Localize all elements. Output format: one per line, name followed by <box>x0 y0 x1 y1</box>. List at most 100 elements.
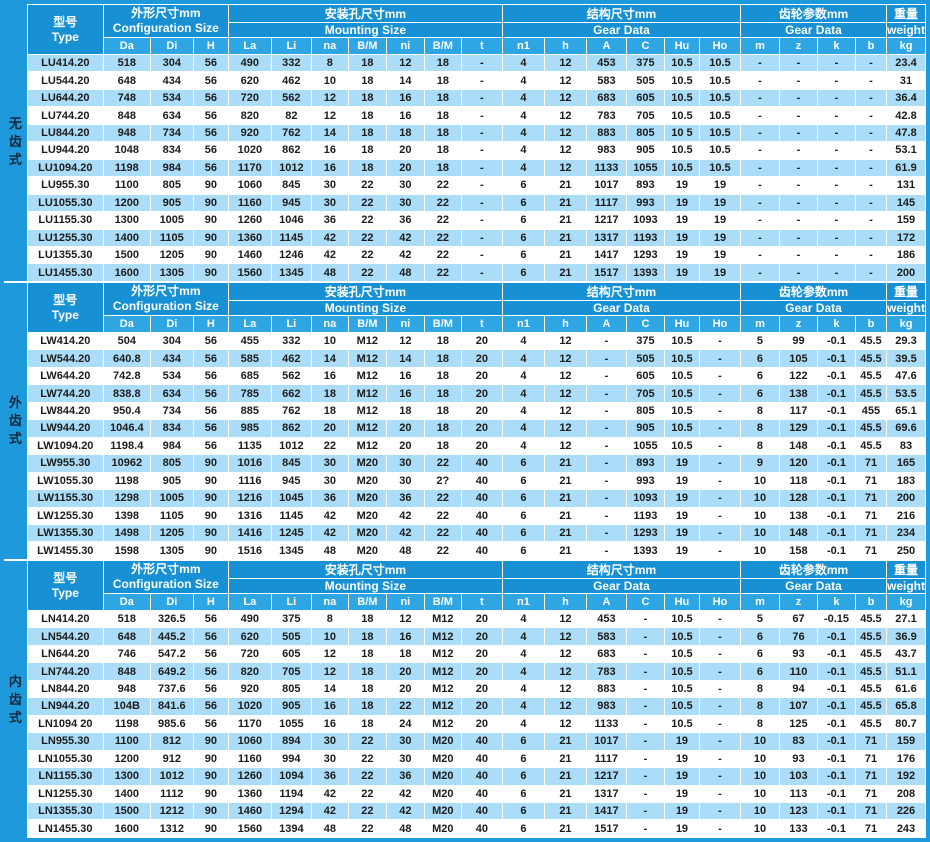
data-cell: 434 <box>149 71 194 90</box>
data-cell: 10.5 <box>663 714 700 734</box>
data-cell: 4 <box>501 714 545 734</box>
data-cell: - <box>585 419 627 438</box>
type-label-en: Type <box>51 585 79 600</box>
data-cell: 21 <box>543 471 587 491</box>
model-cell: LN1455.30 <box>26 819 104 838</box>
data-cell: - <box>460 158 503 178</box>
data-cell: - <box>625 732 665 751</box>
data-cell: 47.6 <box>886 366 926 386</box>
data-cell: -0.1 <box>816 784 856 803</box>
data-cell: 848 <box>102 106 151 125</box>
column-header-cell: B/M <box>347 315 387 333</box>
data-cell: - <box>739 245 780 265</box>
data-cell: 48 <box>310 263 349 282</box>
data-cell: 19 <box>663 801 700 821</box>
data-cell: 123 <box>778 801 818 821</box>
data-cell: 20 <box>460 419 503 438</box>
model-cell: LU944.20 <box>26 141 104 160</box>
section-label-char: 外 <box>8 395 22 410</box>
data-cell: 145 <box>886 193 926 213</box>
data-cell: 634 <box>149 106 194 125</box>
data-cell: M20 <box>423 767 462 786</box>
data-cell: - <box>585 454 627 473</box>
data-cell: 48 <box>310 819 349 838</box>
data-cell: 445.2 <box>149 627 194 646</box>
data-cell: 6 <box>501 245 545 265</box>
data-cell: 948 <box>102 123 151 143</box>
data-cell: -0.1 <box>816 732 856 751</box>
model-cell: LN1155.30 <box>26 767 104 786</box>
spec-table-0: 型号 Type 外形尺寸mm Configuration Size 安装孔尺寸mm 结构尺… <box>26 4 926 282</box>
table-row: LW1355.30 1498 1205 90 1416 1245 42 M20 42 22 40 6 2… <box>26 523 926 543</box>
data-cell: 304 <box>149 331 194 351</box>
data-cell: 158 <box>778 541 818 560</box>
data-cell: 1105 <box>149 506 194 525</box>
data-cell: 90 <box>192 784 229 803</box>
data-cell: 21 <box>543 506 587 525</box>
data-cell: 48 <box>385 819 425 838</box>
table-row: LW1255.30 1398 1105 90 1316 1145 42 M20 42 22 40 6 2… <box>26 506 926 525</box>
model-cell: LU1355.30 <box>26 245 104 265</box>
data-cell: 20 <box>460 401 503 421</box>
data-cell: 18 <box>347 679 387 699</box>
data-cell: 1400 <box>102 228 151 247</box>
group-header-cell-en: Mounting Size <box>227 22 503 38</box>
header-row-groups-en: Mounting Size Gear Data Gear Data weight <box>27 300 926 316</box>
data-cell: 585 <box>227 349 272 368</box>
data-cell: 720 <box>227 88 272 108</box>
data-cell: 19 <box>663 471 700 491</box>
data-cell: 332 <box>270 331 312 351</box>
column-header-cell: B/M <box>423 593 462 611</box>
data-cell: 56 <box>192 123 229 143</box>
data-cell: 45.5 <box>854 627 888 646</box>
data-cell: 76 <box>778 627 818 646</box>
data-cell: 4 <box>501 627 545 646</box>
data-cell: 90 <box>192 193 229 213</box>
data-cell: 22 <box>423 193 462 213</box>
data-cell: 1198 <box>102 471 151 491</box>
data-cell: 905 <box>625 419 665 438</box>
data-cell: -0.1 <box>816 471 856 491</box>
data-cell: 20 <box>385 679 425 699</box>
group-header-cell: 安装孔尺寸mm <box>227 282 503 301</box>
data-cell: 883 <box>585 123 627 143</box>
data-cell: 945 <box>270 193 312 213</box>
data-cell: 93 <box>778 749 818 769</box>
data-cell: - <box>778 211 818 230</box>
data-cell: 138 <box>778 506 818 525</box>
table-row: LN1155.30 1300 1012 90 1260 1094 36 22 36 M20 40 6 2… <box>26 767 926 786</box>
data-cell: 19 <box>663 506 700 525</box>
data-cell: 71 <box>854 471 888 491</box>
data-cell: 22 <box>423 454 462 473</box>
data-cell: - <box>739 193 780 213</box>
data-cell: 10 <box>739 523 780 543</box>
column-header-cell: H <box>192 593 229 611</box>
data-cell: 104B <box>102 697 151 716</box>
data-cell: - <box>854 228 888 247</box>
data-cell: 90 <box>192 541 229 560</box>
data-cell: 1020 <box>227 141 272 160</box>
column-header-cell: C <box>625 37 665 55</box>
data-cell: 1260 <box>227 211 272 230</box>
data-cell: 1020 <box>227 697 272 716</box>
data-cell: 47.8 <box>886 123 926 143</box>
data-cell: 1194 <box>270 784 312 803</box>
type-label-cn: 型号 <box>53 14 78 29</box>
data-cell: - <box>698 489 741 508</box>
data-cell: 22 <box>423 228 462 247</box>
group-header-cell: 安装孔尺寸mm <box>227 560 503 579</box>
data-cell: 40 <box>460 541 503 560</box>
type-header-cell: 型号 Type <box>26 4 104 55</box>
data-cell: 18 <box>423 349 462 368</box>
data-cell: 505 <box>625 71 665 90</box>
data-cell: 45.5 <box>854 436 888 456</box>
model-cell: LN955.30 <box>26 732 104 751</box>
data-cell: 40 <box>460 454 503 473</box>
data-cell: - <box>778 193 818 213</box>
data-cell: - <box>698 331 741 351</box>
header-row-groups-cn: 型号 Type 外形尺寸mm Configuration Size 安装孔尺寸mm 结构尺… <box>26 560 926 611</box>
column-header-cell: b <box>854 37 888 55</box>
data-cell: 762 <box>270 401 312 421</box>
data-cell: 6 <box>501 767 545 786</box>
